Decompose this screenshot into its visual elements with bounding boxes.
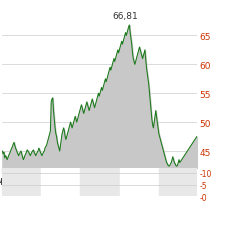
Bar (80, 169, 120, 196)
Bar (2, 169, 42, 196)
Text: 42,380: 42,380 (153, 176, 185, 185)
Bar (42, 169, 80, 196)
Text: 66,81: 66,81 (113, 12, 138, 21)
Bar (159, 169, 198, 196)
Bar (120, 169, 159, 196)
